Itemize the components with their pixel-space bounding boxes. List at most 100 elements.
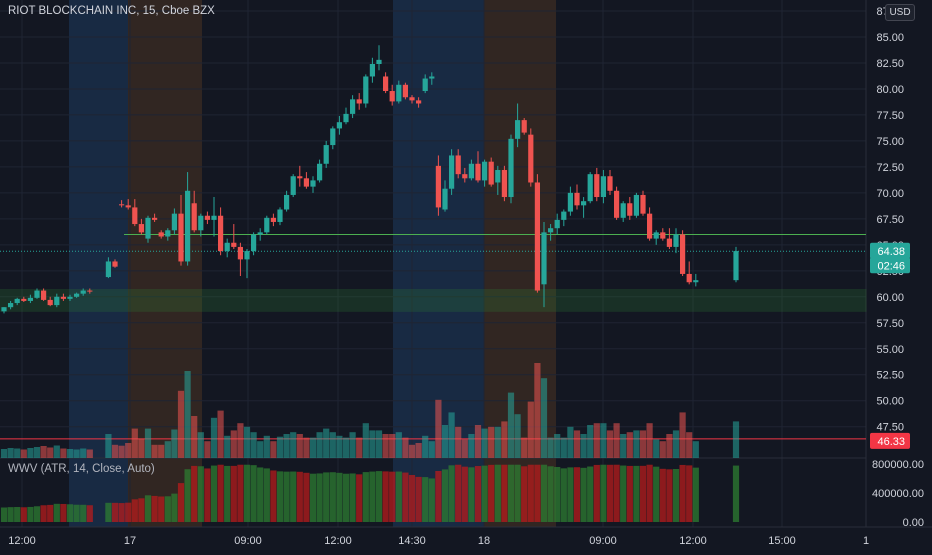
volume-marker-badge: 46.33	[877, 436, 905, 448]
wwv-bar	[118, 503, 125, 522]
volume-bar	[428, 441, 435, 458]
support-zone	[0, 289, 867, 312]
candle-body	[47, 299, 53, 306]
wwv-bar	[732, 465, 740, 522]
volume-bar	[382, 434, 389, 458]
candle-body	[270, 217, 276, 222]
candle-body	[204, 215, 210, 220]
candle-body	[237, 246, 243, 260]
candle-body	[363, 76, 369, 104]
volume-bar	[646, 423, 653, 458]
time-tick-label: 1	[863, 535, 869, 547]
candle-body	[277, 209, 283, 222]
candle-body	[475, 163, 481, 181]
wwv-bar	[389, 471, 396, 522]
candle-body	[561, 211, 567, 220]
volume-bar	[217, 410, 224, 458]
wwv-bar	[521, 466, 528, 522]
wwv-bar	[679, 464, 686, 522]
wwv-bar	[481, 465, 488, 522]
price-tick-label: 85.00	[876, 32, 904, 44]
volume-bar	[204, 441, 211, 458]
wwv-bar	[217, 464, 224, 522]
volume-bar	[197, 432, 204, 458]
volume-bar	[620, 434, 627, 458]
volume-bar	[111, 444, 119, 458]
candle-body	[125, 205, 131, 208]
candle-body	[21, 298, 27, 301]
time-tick-label: 12:00	[8, 535, 36, 547]
candle-body	[541, 232, 547, 285]
wwv-bar	[587, 466, 594, 522]
currency-badge[interactable]: USD	[885, 4, 915, 21]
volume-bar	[33, 447, 41, 458]
wwv-bar	[151, 495, 158, 522]
volume-bar	[547, 437, 554, 458]
wwv-bar	[270, 470, 277, 522]
wwv-bar	[323, 472, 330, 522]
volume-bar	[80, 448, 87, 458]
volume-bar	[237, 423, 244, 458]
volume-bar	[257, 441, 264, 458]
volume-bar	[356, 437, 363, 458]
volume-bar	[593, 423, 600, 458]
volume-bar	[171, 429, 178, 458]
candle-body	[554, 219, 560, 229]
wwv-bar	[468, 467, 475, 522]
candle-body	[145, 217, 151, 239]
candle-body	[396, 84, 402, 102]
wwv-bar	[296, 471, 303, 522]
candle-body	[693, 280, 699, 283]
wwv-bar	[369, 471, 376, 522]
volume-bar	[639, 430, 647, 458]
volume-bar	[580, 434, 587, 458]
wwv-bar	[237, 464, 244, 522]
candle-body	[112, 261, 118, 267]
candle-body	[119, 204, 125, 206]
wwv-bar	[356, 474, 363, 522]
candle-body	[515, 120, 521, 139]
volume-bar	[296, 434, 303, 458]
candle-body	[323, 145, 329, 164]
candle-body	[462, 174, 468, 179]
volume-bar	[560, 437, 567, 458]
candle-body	[574, 192, 580, 206]
volume-bar	[316, 432, 323, 458]
wwv-bar	[125, 502, 132, 522]
time-tick-label: 14:30	[398, 535, 426, 547]
price-tick-label: 70.00	[876, 188, 904, 200]
wwv-bar	[560, 468, 567, 522]
wwv-bar	[60, 503, 67, 522]
volume-bar	[415, 443, 422, 458]
volume-marker-badge-bg	[870, 432, 910, 449]
candle-body	[330, 128, 336, 146]
volume-bar	[336, 435, 343, 458]
wwv-bar	[593, 464, 600, 522]
wwv-bar	[646, 464, 653, 522]
wwv-bar	[402, 472, 409, 522]
volume-bar	[27, 448, 34, 458]
wwv-bar	[408, 475, 416, 522]
candle-body	[105, 261, 111, 278]
volume-bar	[349, 432, 356, 458]
wwv-bar	[507, 464, 515, 522]
candle-body	[383, 76, 389, 92]
wwv-bar	[455, 464, 462, 522]
candle-body	[257, 232, 263, 235]
candle-body	[290, 176, 296, 195]
candle-body	[660, 232, 666, 239]
wwv-bar	[27, 506, 34, 522]
volume-bar	[7, 448, 14, 458]
volume-bar	[53, 445, 60, 458]
volume-bar	[455, 426, 462, 458]
countdown-badge: 02:46	[877, 260, 905, 272]
wwv-bar	[309, 473, 317, 522]
candle-body	[402, 84, 408, 98]
candle-body	[158, 232, 164, 237]
indicator-tick-label: 0.00	[903, 517, 924, 529]
candle-body	[178, 213, 184, 262]
indicator-title[interactable]: WWV (ATR, 14, Close, Auto)	[8, 463, 155, 475]
price-tick-label: 60.00	[876, 292, 904, 304]
